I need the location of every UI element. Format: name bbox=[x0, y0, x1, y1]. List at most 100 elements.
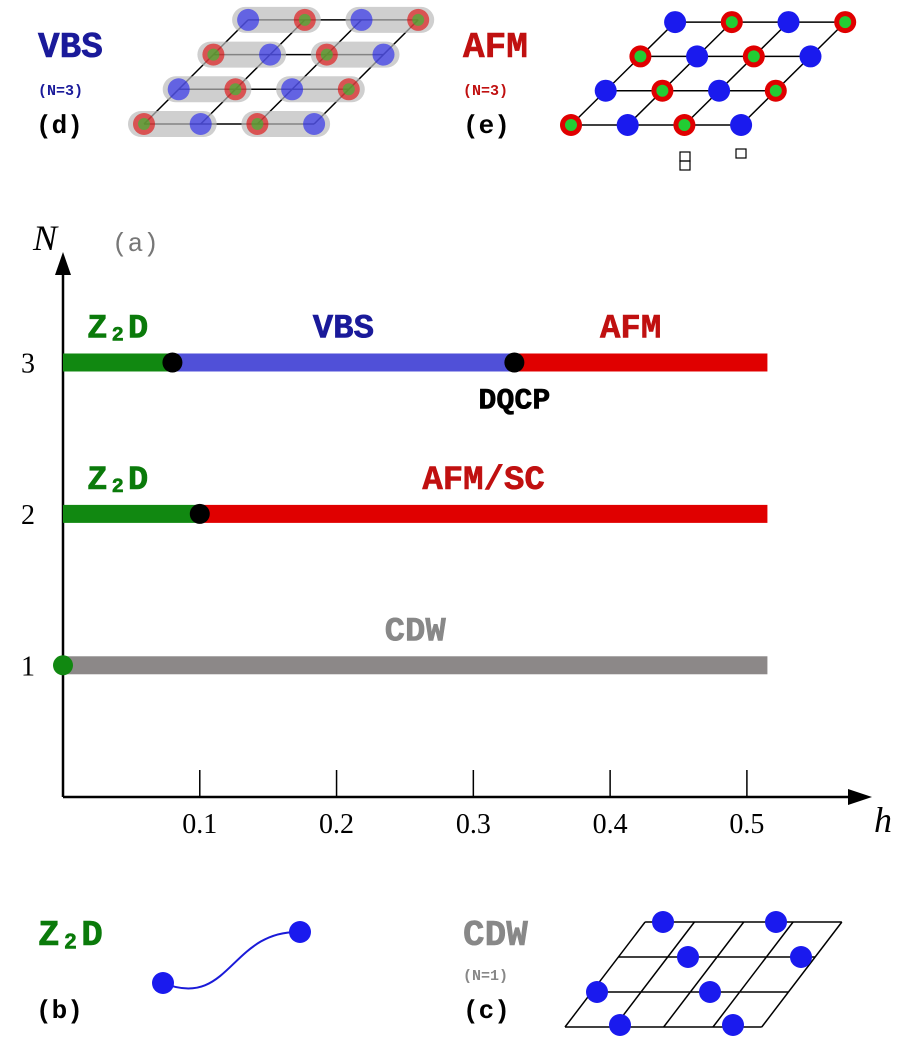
transition-point bbox=[162, 352, 182, 372]
plaquette bbox=[680, 161, 690, 170]
plaquette bbox=[680, 152, 690, 161]
phase-segment bbox=[63, 505, 200, 523]
lattice-bond bbox=[614, 922, 694, 1027]
site-core bbox=[565, 119, 577, 131]
site bbox=[800, 45, 822, 67]
phase-segment bbox=[63, 353, 172, 371]
figure: N h (a) VBS (N=3) (d) AFM (N=3) (e) Z₂D (b) CDW (… bbox=[0, 0, 900, 1038]
y-tick-label: 2 bbox=[21, 500, 35, 531]
phase-label: Z₂D bbox=[87, 310, 148, 348]
plaquette bbox=[736, 149, 746, 158]
inset-title: VBS bbox=[38, 27, 103, 68]
y-tick-label: 3 bbox=[21, 348, 35, 379]
site bbox=[373, 44, 395, 66]
y-axis-label: N bbox=[32, 218, 59, 258]
site bbox=[259, 44, 281, 66]
phase-segment bbox=[172, 353, 514, 371]
site bbox=[765, 911, 787, 933]
inset-label: (d) bbox=[36, 111, 83, 141]
phase-label: AFM bbox=[600, 310, 661, 348]
lattice-bond bbox=[314, 20, 418, 124]
x-tick-label: 0.1 bbox=[182, 809, 217, 840]
site bbox=[609, 1014, 631, 1036]
site bbox=[730, 114, 752, 136]
lattice-bond bbox=[684, 22, 788, 125]
lattice-bond bbox=[762, 922, 842, 1027]
site-core bbox=[412, 14, 424, 26]
phase-segment bbox=[514, 353, 767, 371]
site-core bbox=[656, 85, 668, 97]
lattice-bond bbox=[741, 22, 845, 125]
site bbox=[303, 113, 325, 135]
site bbox=[686, 45, 708, 67]
x-tick-label: 0.5 bbox=[729, 809, 764, 840]
phase-segment bbox=[200, 505, 768, 523]
site bbox=[708, 80, 730, 102]
site bbox=[664, 11, 686, 33]
lattice-bond bbox=[201, 20, 305, 124]
x-axis-label: h bbox=[874, 800, 892, 840]
phase-label: CDW bbox=[385, 613, 447, 651]
site-core bbox=[634, 50, 646, 62]
site-core bbox=[299, 14, 311, 26]
site bbox=[351, 9, 373, 31]
site bbox=[778, 11, 800, 33]
site bbox=[699, 981, 721, 1003]
site bbox=[289, 921, 311, 943]
inset-subtitle: (N=1) bbox=[463, 968, 508, 985]
transition-label: DQCP bbox=[478, 384, 550, 418]
site-core bbox=[251, 118, 263, 130]
site-core bbox=[770, 85, 782, 97]
lattice-bond bbox=[664, 922, 744, 1027]
site-core bbox=[839, 16, 851, 28]
lattice-bond bbox=[713, 922, 793, 1027]
site-core bbox=[138, 118, 150, 130]
lattice-bond bbox=[565, 922, 645, 1027]
site bbox=[617, 114, 639, 136]
site bbox=[152, 972, 174, 994]
site bbox=[677, 946, 699, 968]
transition-point bbox=[190, 504, 210, 524]
y-arrow bbox=[55, 252, 71, 275]
site bbox=[586, 981, 608, 1003]
site-core bbox=[726, 16, 738, 28]
inset-title: Z₂D bbox=[38, 915, 103, 956]
inset-title: AFM bbox=[463, 27, 528, 68]
site-core bbox=[343, 83, 355, 95]
site bbox=[237, 9, 259, 31]
phase-label: VBS bbox=[313, 310, 374, 348]
inset-subtitle: (N=3) bbox=[463, 83, 508, 100]
lattice-bond bbox=[144, 20, 248, 124]
site-core bbox=[748, 50, 760, 62]
inset-label: (c) bbox=[463, 996, 510, 1026]
lattice-bond bbox=[628, 22, 732, 125]
string-curve bbox=[163, 932, 300, 989]
site-core bbox=[229, 83, 241, 95]
site bbox=[595, 80, 617, 102]
inset-title: CDW bbox=[463, 915, 528, 956]
site bbox=[722, 1014, 744, 1036]
inset-label: (b) bbox=[36, 996, 83, 1026]
site-core bbox=[321, 49, 333, 61]
site bbox=[281, 78, 303, 100]
y-tick-label: 1 bbox=[21, 651, 35, 682]
x-arrow bbox=[848, 789, 872, 805]
phase-label: Z₂D bbox=[87, 462, 148, 500]
site bbox=[652, 911, 674, 933]
phase-label: AFM/SC bbox=[422, 462, 544, 500]
panel-label: (a) bbox=[112, 229, 159, 259]
transition-point bbox=[53, 655, 73, 675]
x-tick-label: 0.4 bbox=[593, 809, 628, 840]
lattice-bond bbox=[571, 22, 675, 125]
inset-subtitle: (N=3) bbox=[38, 83, 83, 100]
transition-point bbox=[504, 352, 524, 372]
site-core bbox=[207, 49, 219, 61]
x-tick-label: 0.3 bbox=[456, 809, 491, 840]
lattice-bond bbox=[257, 20, 361, 124]
phase-segment bbox=[63, 656, 767, 674]
inset-label: (e) bbox=[463, 111, 510, 141]
x-tick-label: 0.2 bbox=[319, 809, 354, 840]
site bbox=[190, 113, 212, 135]
site bbox=[790, 946, 812, 968]
site bbox=[168, 78, 190, 100]
